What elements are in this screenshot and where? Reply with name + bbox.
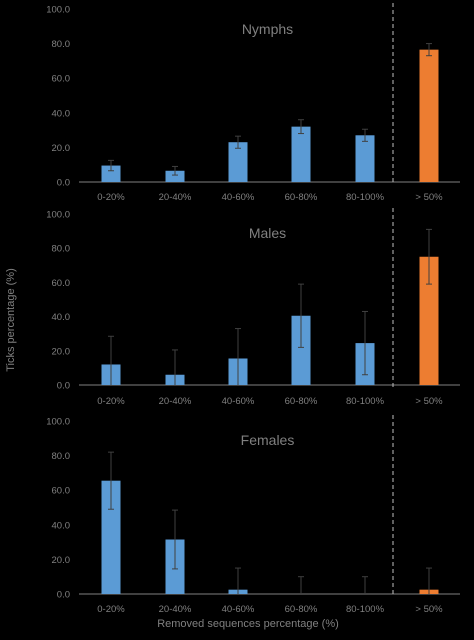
bar xyxy=(165,170,185,182)
x-tick-label: 0-20% xyxy=(97,192,125,203)
chart-panels: Nymphs 0.0 20.0 40.0 60.0 80.0 100.0 0-20% 20-40… xyxy=(46,3,460,615)
bar xyxy=(228,142,248,182)
x-tick-label: > 50% xyxy=(415,604,443,615)
y-tick-label: 20.0 xyxy=(52,555,71,566)
chart-panel-males: Males 0.0 20.0 40.0 60.0 80.0 100.0 0-20% 20-40%… xyxy=(46,208,460,407)
x-tick-label: 40-60% xyxy=(222,192,255,203)
y-tick-label: 40.0 xyxy=(52,312,71,323)
x-tick-label: 60-80% xyxy=(285,192,318,203)
x-tick-label: 20-40% xyxy=(159,604,192,615)
chart-title: Females xyxy=(241,432,295,448)
x-axis-label: Removed sequences percentage (%) xyxy=(157,618,339,630)
x-tick-label: 60-80% xyxy=(285,396,318,407)
bar xyxy=(419,256,439,385)
y-tick-label: 0.0 xyxy=(57,590,70,601)
y-tick-label: 40.0 xyxy=(52,520,71,531)
bar xyxy=(101,480,121,594)
y-tick-label: 40.0 xyxy=(52,108,71,119)
x-tick-label: > 50% xyxy=(415,192,443,203)
y-axis-label: Ticks percentage (%) xyxy=(5,268,17,372)
x-tick-label: 80-100% xyxy=(346,604,385,615)
y-tick-label: 100.0 xyxy=(46,417,70,428)
chart-panel-females: Females 0.0 20.0 40.0 60.0 80.0 100.0 0-20% 20-4… xyxy=(46,415,460,615)
x-tick-label: 0-20% xyxy=(97,396,125,407)
x-tick-label: > 50% xyxy=(415,396,443,407)
x-tick-label: 20-40% xyxy=(159,192,192,203)
bar xyxy=(419,49,439,182)
x-tick-label: 40-60% xyxy=(222,604,255,615)
y-tick-label: 80.0 xyxy=(52,39,71,50)
x-tick-label: 20-40% xyxy=(159,396,192,407)
y-tick-label: 100.0 xyxy=(46,5,70,16)
y-tick-label: 100.0 xyxy=(46,210,70,221)
x-tick-label: 0-20% xyxy=(97,604,125,615)
y-tick-label: 80.0 xyxy=(52,244,71,255)
bar xyxy=(291,315,311,385)
y-tick-label: 60.0 xyxy=(52,74,71,85)
y-tick-label: 0.0 xyxy=(57,178,70,189)
x-tick-label: 80-100% xyxy=(346,192,385,203)
y-tick-label: 60.0 xyxy=(52,486,71,497)
bar xyxy=(291,126,311,182)
chart-panel-nymphs: Nymphs 0.0 20.0 40.0 60.0 80.0 100.0 0-20% 20-40… xyxy=(46,3,460,203)
y-tick-label: 20.0 xyxy=(52,346,71,357)
x-tick-label: 80-100% xyxy=(346,396,385,407)
chart-title: Males xyxy=(249,225,286,241)
y-tick-label: 0.0 xyxy=(57,381,70,392)
x-tick-label: 60-80% xyxy=(285,604,318,615)
x-tick-label: 40-60% xyxy=(222,396,255,407)
bar xyxy=(101,165,121,182)
bar xyxy=(355,135,375,182)
y-tick-label: 60.0 xyxy=(52,278,71,289)
y-tick-label: 80.0 xyxy=(52,451,71,462)
chart-title: Nymphs xyxy=(242,21,293,37)
y-tick-label: 20.0 xyxy=(52,143,71,154)
